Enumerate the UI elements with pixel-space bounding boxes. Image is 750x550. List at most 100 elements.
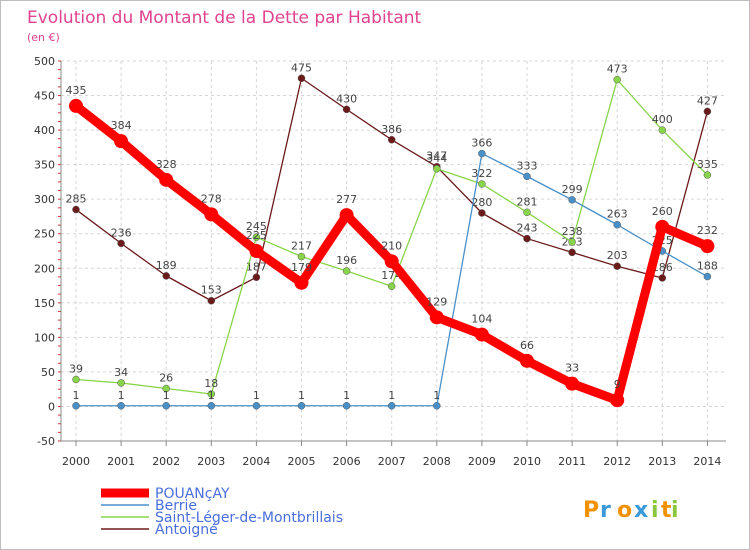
series-antoigne: 2852361891531874754303863472802432232031… xyxy=(66,61,718,305)
data-label: 328 xyxy=(156,158,177,171)
data-label: 1 xyxy=(253,389,260,402)
legend-label: Berrie xyxy=(155,498,197,514)
data-point xyxy=(478,209,486,217)
data-label: 236 xyxy=(111,226,132,239)
data-point xyxy=(610,393,625,408)
data-label: 243 xyxy=(517,222,538,235)
data-point xyxy=(342,105,351,114)
data-point xyxy=(297,74,306,83)
data-label: 278 xyxy=(201,192,222,205)
data-point xyxy=(162,402,170,410)
legend-label: Saint-Léger-de-Montbrillais xyxy=(155,510,343,526)
x-tick-label: 2006 xyxy=(333,455,361,468)
data-point xyxy=(568,248,576,257)
data-label: 347 xyxy=(426,150,447,163)
data-label: 238 xyxy=(562,225,583,238)
data-point xyxy=(658,126,667,134)
x-tick-label: 2008 xyxy=(423,455,451,468)
chart-title: Evolution du Montant de la Dette par Hab… xyxy=(27,8,422,28)
data-label: 245 xyxy=(246,220,267,233)
data-label: 210 xyxy=(381,239,402,252)
x-tick-label: 2005 xyxy=(288,455,316,468)
data-label: 1 xyxy=(343,389,350,402)
x-tick-label: 2010 xyxy=(513,455,541,468)
x-tick-label: 2014 xyxy=(693,455,721,468)
data-label: 34 xyxy=(114,366,128,379)
y-tick-label: 0 xyxy=(48,400,55,413)
data-label: 285 xyxy=(66,193,87,206)
data-point xyxy=(703,272,712,281)
data-point xyxy=(207,296,216,305)
x-tick-label: 2001 xyxy=(107,455,135,468)
data-point xyxy=(474,327,489,342)
axis-layer: -50 0 50 100 150 200 250 300 350 400 450 500 2000 200… xyxy=(34,55,726,468)
data-point xyxy=(117,239,125,248)
data-label: 26 xyxy=(159,371,173,384)
data-point xyxy=(207,390,216,398)
data-label: 66 xyxy=(520,339,534,352)
data-point xyxy=(114,134,129,149)
data-label: 344 xyxy=(426,152,447,165)
data-point xyxy=(252,402,261,410)
data-label: 196 xyxy=(336,254,357,267)
logo-letter: t xyxy=(661,498,672,523)
series-layer: 2852361891531874754303863472802432232031… xyxy=(66,61,718,410)
series-saint-leger-de-montbrillais: 39 34 26 1824521719617434432228123847340033… xyxy=(69,63,718,398)
data-point xyxy=(568,196,576,204)
data-label: 1 xyxy=(388,389,395,402)
series-berrie: 1 1 1 1 1 1 1 1 1 366 333 299 263 225 188 xyxy=(72,137,718,410)
data-point xyxy=(520,353,534,368)
data-label: 153 xyxy=(201,284,222,297)
data-label: 333 xyxy=(517,159,538,172)
data-label: 188 xyxy=(697,260,718,273)
data-label: 335 xyxy=(697,158,718,171)
data-label: 225 xyxy=(246,229,267,242)
data-point xyxy=(69,98,83,113)
data-point xyxy=(72,205,80,214)
legend-label: POUANçAY xyxy=(155,486,230,502)
y-tick-label: 500 xyxy=(34,55,55,68)
data-label: 299 xyxy=(562,183,583,196)
data-point xyxy=(297,402,306,410)
data-label: 322 xyxy=(471,167,492,180)
data-label: 217 xyxy=(291,240,312,253)
data-label: 232 xyxy=(697,224,718,237)
data-label: 384 xyxy=(111,119,132,132)
data-label: 427 xyxy=(697,94,718,107)
data-label: 475 xyxy=(291,61,312,74)
data-point xyxy=(387,136,396,144)
data-point xyxy=(252,273,261,282)
data-label: 281 xyxy=(517,195,538,208)
y-tick-label: 150 xyxy=(34,297,55,310)
y-tick-label: 300 xyxy=(34,193,55,206)
data-label: 1 xyxy=(73,389,80,402)
data-point xyxy=(523,208,531,217)
data-label: 1 xyxy=(298,389,305,402)
data-point xyxy=(339,208,354,223)
data-label: 18 xyxy=(204,377,218,390)
data-label: 203 xyxy=(607,249,628,262)
y-tick-label: 450 xyxy=(34,90,55,103)
x-tick-label: 2011 xyxy=(558,455,586,468)
data-point xyxy=(342,267,351,275)
data-label: 187 xyxy=(246,260,267,273)
data-label: 9 xyxy=(614,378,621,391)
data-point xyxy=(478,180,486,188)
data-label: 1 xyxy=(118,389,125,402)
data-point xyxy=(72,402,80,410)
x-tick-label: 2003 xyxy=(197,455,225,468)
data-label: 39 xyxy=(69,363,83,376)
data-label: 386 xyxy=(381,123,402,136)
data-point xyxy=(433,402,441,410)
x-tick-label: 2004 xyxy=(242,455,270,468)
data-point xyxy=(429,310,444,325)
logo-letter: i xyxy=(671,498,679,523)
data-label: 435 xyxy=(66,84,87,97)
data-label: 260 xyxy=(652,205,673,218)
series-pouancay: 435 384 328 278 225 179 277 210 129 104 66 33 9 260 23… xyxy=(66,84,718,408)
data-point xyxy=(655,219,670,234)
data-label: 189 xyxy=(156,259,177,272)
data-point xyxy=(384,254,399,269)
data-point xyxy=(117,402,125,410)
